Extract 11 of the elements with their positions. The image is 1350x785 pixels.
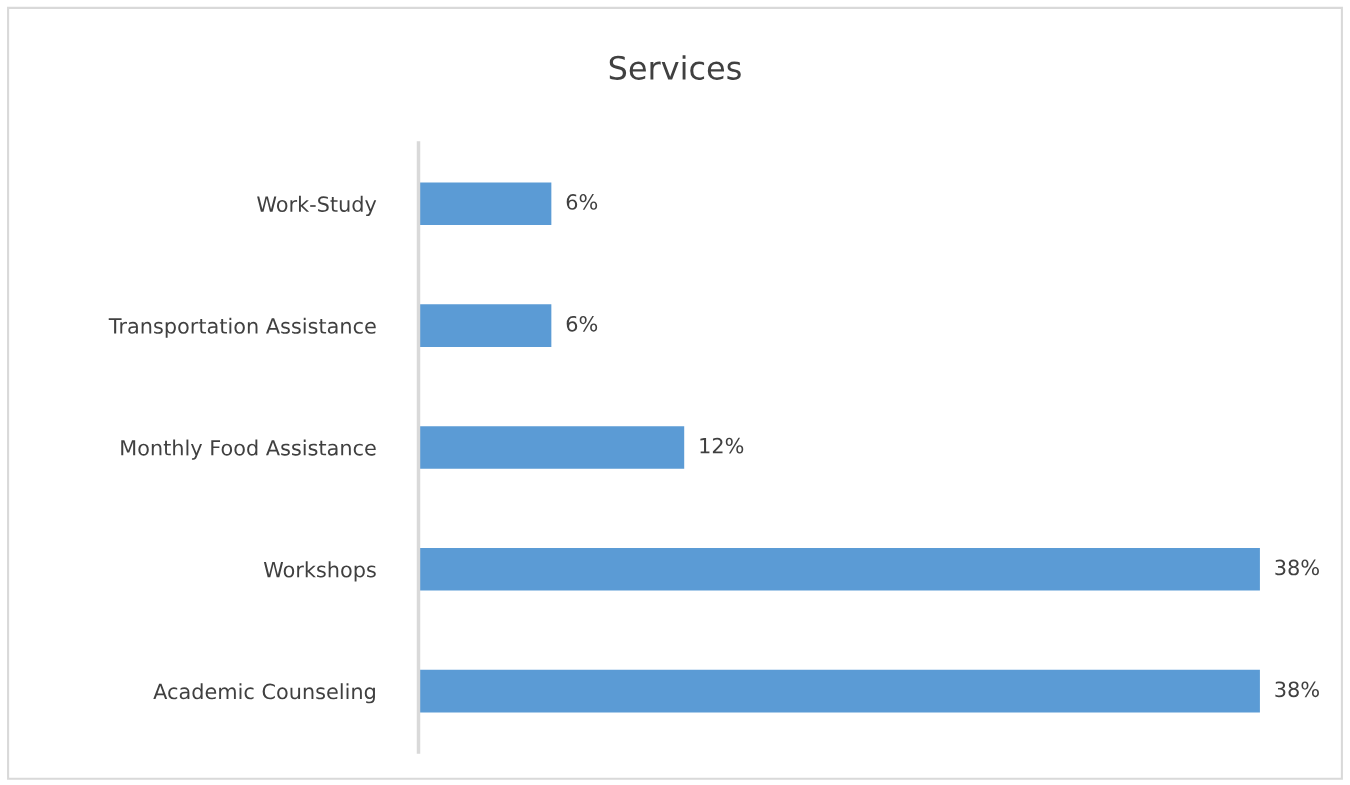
data-label: 6%	[566, 315, 598, 332]
y-tick-label: Transportation Assistance	[108, 317, 376, 338]
chart-title: Services	[609, 55, 741, 80]
y-tick-label: Academic Counseling	[153, 683, 375, 704]
y-tick-label: Monthly Food Assistance	[121, 439, 376, 460]
data-label: 12%	[700, 437, 744, 454]
data-label: 6%	[566, 194, 598, 210]
data-label: 38%	[1275, 559, 1319, 576]
data-label: 38%	[1275, 681, 1319, 698]
y-tick-label: Workshops	[263, 561, 376, 582]
y-tick-label: Work-Study	[257, 195, 377, 217]
